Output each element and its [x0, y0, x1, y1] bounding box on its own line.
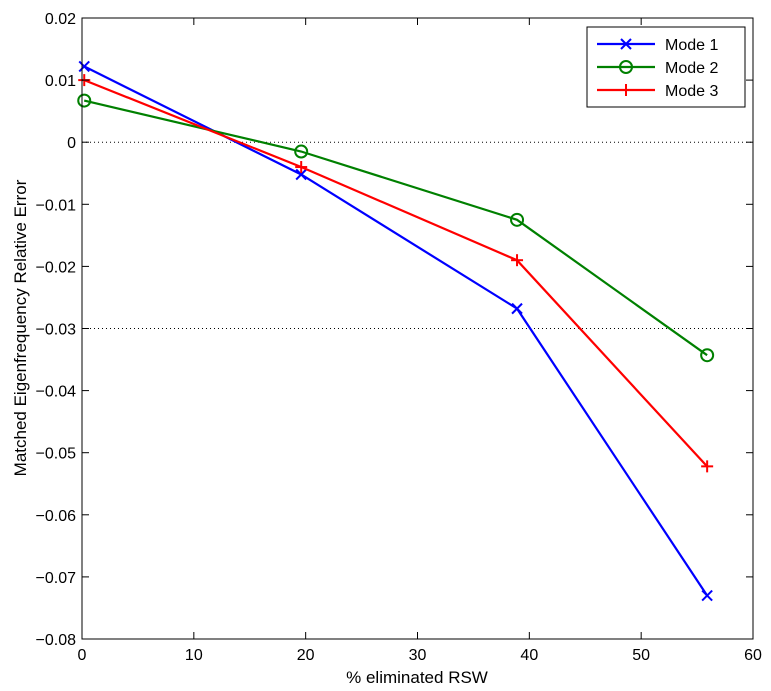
- data-point-series-2: [700, 348, 715, 363]
- legend-label: Mode 3: [665, 83, 718, 100]
- y-tick-label: 0: [67, 135, 76, 152]
- axis-ticks: [81, 17, 754, 640]
- data-point-series-1: [701, 589, 713, 602]
- data-point-series-2: [77, 93, 92, 108]
- y-tick-label: −0.02: [36, 259, 77, 276]
- x-tick-label: 0: [78, 647, 87, 664]
- series-line-2: [83, 99, 708, 357]
- y-axis-title: Matched Eigenfrequency Relative Error: [11, 179, 30, 476]
- y-tick-label: −0.01: [36, 197, 77, 214]
- data-point-series-3: [701, 460, 714, 473]
- y-tick-label: 0.02: [45, 11, 76, 28]
- series-2: [77, 93, 715, 363]
- legend: Mode 1 Mode 2 Mode 3: [586, 26, 746, 108]
- y-tick-label: −0.08: [36, 632, 77, 649]
- y-tick-label: −0.07: [36, 570, 77, 587]
- series-layer: [77, 60, 715, 602]
- series-line-3: [83, 79, 708, 468]
- x-tick-label: 60: [744, 647, 762, 664]
- x-tick-labels: 0 10 20 30 40 50 60: [78, 647, 762, 664]
- legend-marker: [620, 38, 632, 50]
- series-1: [78, 60, 713, 602]
- series-line-1: [83, 65, 709, 597]
- data-point-series-2: [510, 212, 525, 227]
- x-tick-label: 20: [297, 647, 315, 664]
- x-tick-label: 40: [520, 647, 538, 664]
- data-point-series-2: [294, 144, 309, 159]
- legend-label: Mode 2: [665, 60, 718, 77]
- x-tick-label: 50: [632, 647, 650, 664]
- y-tick-label: −0.03: [36, 322, 77, 339]
- x-tick-label: 10: [185, 647, 203, 664]
- data-point-series-3: [511, 254, 524, 267]
- legend-item-2: Mode 2: [597, 60, 718, 77]
- data-point-series-3: [295, 161, 308, 174]
- legend-label: Mode 1: [665, 37, 718, 54]
- y-tick-label: −0.04: [36, 384, 77, 401]
- data-point-series-1: [78, 60, 90, 73]
- legend-marker: [620, 84, 632, 96]
- legend-item-1: Mode 1: [597, 37, 718, 54]
- x-axis-title: % eliminated RSW: [346, 668, 488, 687]
- x-tick-label: 30: [409, 647, 427, 664]
- y-tick-label: 0.01: [45, 73, 76, 90]
- y-tick-label: −0.05: [36, 446, 77, 463]
- y-tick-label: −0.06: [36, 508, 77, 525]
- legend-item-3: Mode 3: [597, 83, 718, 100]
- legend-marker: [619, 60, 633, 74]
- data-point-series-1: [295, 168, 307, 181]
- y-tick-labels: 0.02 0.01 0 −0.01 −0.02 −0.03 −0.04 −0.05 −0.06 −…: [36, 11, 77, 649]
- data-point-series-1: [511, 302, 523, 315]
